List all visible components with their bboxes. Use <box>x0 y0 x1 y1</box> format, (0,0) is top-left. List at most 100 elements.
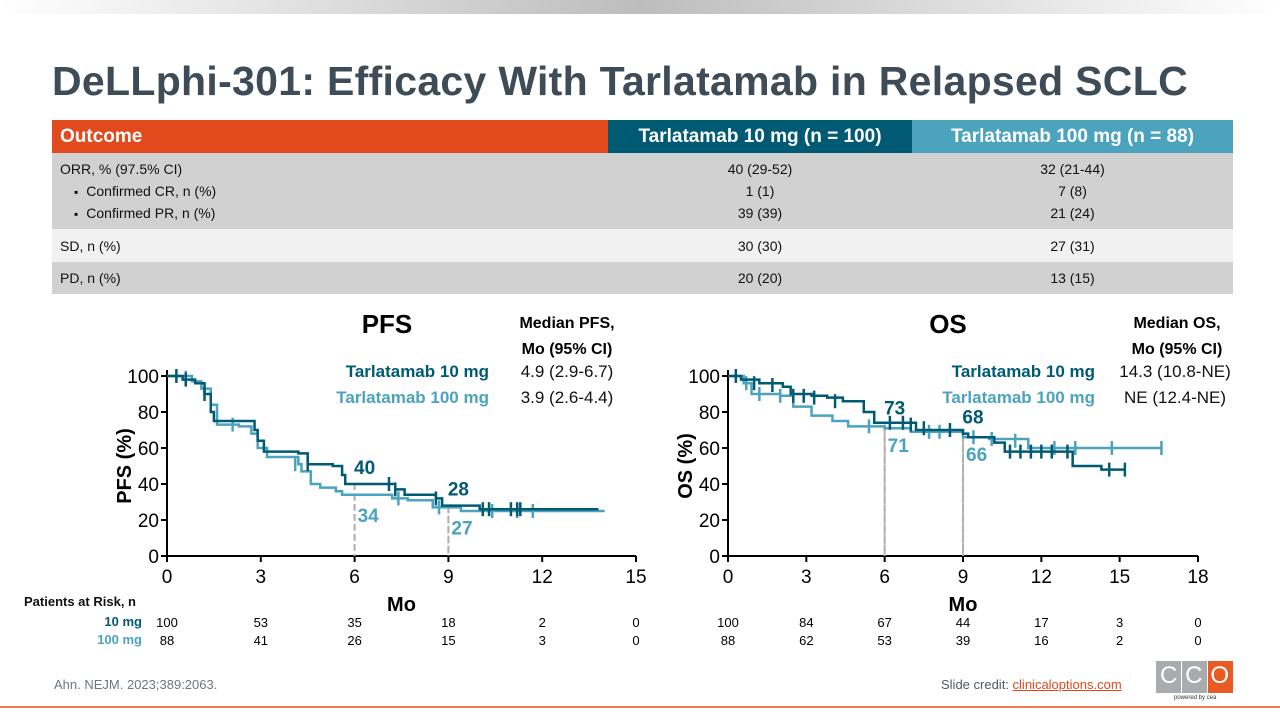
x-tick-label: 9 <box>443 567 454 588</box>
km-curve-100mg <box>728 374 1162 450</box>
x-tick-label: 12 <box>1031 567 1052 588</box>
at-risk-value: 100 <box>717 615 739 630</box>
median-value: NE (12.4-NE) <box>1124 388 1226 407</box>
median-header: Mo (95% CI) <box>522 341 613 358</box>
header-outcome: Outcome <box>52 120 608 153</box>
x-tick-label: 6 <box>879 567 890 588</box>
outcome-table: Outcome Tarlatamab 10 mg (n = 100) Tarla… <box>52 120 1233 294</box>
y-tick-label: 100 <box>688 367 720 388</box>
row-label: SD, n (%) <box>52 229 608 262</box>
at-risk-label-100mg: 100 mg <box>97 632 142 647</box>
table-row-sd: SD, n (%) 30 (30) 27 (31) <box>52 229 1233 262</box>
y-tick-label: 0 <box>709 547 720 568</box>
landmark-label: 68 <box>962 408 983 429</box>
at-risk-value: 3 <box>539 633 546 648</box>
logo-sub: powered by cea <box>1174 695 1217 701</box>
y-tick-label: 100 <box>127 367 159 388</box>
x-axis-label: Mo <box>387 594 416 616</box>
at-risk-value: 100 <box>156 615 178 630</box>
citation: Ahn. NEJM. 2023;389:2063. <box>54 677 218 692</box>
landmark-label: 40 <box>354 458 375 479</box>
at-risk-value: 44 <box>956 615 970 630</box>
y-tick-label: 0 <box>148 547 159 568</box>
median-value: 4.9 (2.9-6.7) <box>521 362 614 381</box>
at-risk-value: 0 <box>632 615 639 630</box>
landmark-label: 71 <box>888 436 910 457</box>
x-axis-label: Mo <box>949 594 978 616</box>
cell: 40 (29-52) <box>727 161 793 177</box>
cell: 27 (31) <box>912 229 1233 262</box>
at-risk-value: 0 <box>632 633 639 648</box>
y-tick-label: 20 <box>138 511 159 532</box>
x-tick-label: 0 <box>162 567 173 588</box>
table-row-orr: ORR, % (97.5% CI) Confirmed CR, n (%)Conf… <box>52 153 1233 229</box>
at-risk-value: 41 <box>254 633 268 648</box>
x-tick-label: 18 <box>1187 567 1208 588</box>
cell: 39 (39) <box>737 205 783 221</box>
slide-title: DeLLphi-301: Efficacy With Tarlatamab in… <box>52 58 1188 104</box>
km-curve-10mg <box>728 374 1125 471</box>
landmark-label: 66 <box>966 445 987 466</box>
at-risk-value: 53 <box>877 633 891 648</box>
cell: 20 (20) <box>608 262 912 294</box>
chart-title: OS <box>929 309 967 339</box>
y-tick-label: 40 <box>138 475 159 496</box>
footer-divider <box>0 706 1280 708</box>
cell: 13 (15) <box>912 262 1233 294</box>
median-value: 14.3 (10.8-NE) <box>1119 362 1231 381</box>
row-label: Confirmed PR, n (%) <box>60 202 600 224</box>
at-risk-value: 2 <box>539 615 546 630</box>
at-risk-value: 0 <box>1194 633 1201 648</box>
median-header: Mo (95% CI) <box>1132 341 1223 358</box>
legend-10mg: Tarlatamab 10 mg <box>346 362 489 381</box>
y-tick-label: 80 <box>699 403 720 424</box>
landmark-label: 28 <box>448 480 469 501</box>
legend-10mg: Tarlatamab 10 mg <box>952 362 1095 381</box>
at-risk-value: 26 <box>347 633 361 648</box>
credit-label: Slide credit: <box>941 677 1013 692</box>
row-label: ORR, % (97.5% CI) <box>60 161 183 177</box>
at-risk-value: 88 <box>160 633 174 648</box>
y-tick-label: 20 <box>699 511 720 532</box>
top-gradient-bar <box>0 0 1280 14</box>
at-risk-value: 35 <box>347 615 361 630</box>
legend-100mg: Tarlatamab 100 mg <box>942 388 1095 407</box>
landmark-label: 73 <box>884 399 905 420</box>
x-tick-label: 3 <box>256 567 267 588</box>
cell: 30 (30) <box>608 229 912 262</box>
y-axis-label: OS (%) <box>675 433 697 499</box>
cell: 32 (21-44) <box>1040 161 1105 177</box>
km-curve-10mg <box>167 374 599 511</box>
table-header: Outcome Tarlatamab 10 mg (n = 100) Tarla… <box>52 120 1233 153</box>
at-risk-value: 53 <box>254 615 268 630</box>
landmark-label: 34 <box>358 506 380 527</box>
row-label: Confirmed CR, n (%) <box>60 180 600 202</box>
credit-link[interactable]: clinicaloptions.com <box>1012 677 1122 692</box>
x-tick-label: 6 <box>349 567 360 588</box>
header-100mg: Tarlatamab 100 mg (n = 88) <box>912 120 1233 153</box>
x-tick-label: 12 <box>532 567 553 588</box>
at-risk-label-10mg: 10 mg <box>104 614 142 629</box>
table-row-pd: PD, n (%) 20 (20) 13 (15) <box>52 262 1233 294</box>
at-risk-value: 18 <box>441 615 455 630</box>
at-risk-value: 62 <box>799 633 813 648</box>
at-risk-value: 88 <box>721 633 735 648</box>
x-tick-label: 15 <box>625 567 646 588</box>
y-tick-label: 40 <box>699 475 720 496</box>
at-risk-header: Patients at Risk, n <box>24 594 136 609</box>
x-tick-label: 15 <box>1109 567 1130 588</box>
at-risk-value: 2 <box>1116 633 1123 648</box>
at-risk-value: 39 <box>956 633 970 648</box>
row-label: PD, n (%) <box>52 262 608 294</box>
at-risk-value: 17 <box>1034 615 1048 630</box>
x-tick-label: 0 <box>723 567 734 588</box>
cell: 7 (8) <box>1058 183 1087 199</box>
cell: 1 (1) <box>745 183 775 199</box>
at-risk-value: 84 <box>799 615 813 630</box>
cell: 21 (24) <box>1050 205 1095 221</box>
at-risk-value: 15 <box>441 633 455 648</box>
header-10mg: Tarlatamab 10 mg (n = 100) <box>608 120 912 153</box>
